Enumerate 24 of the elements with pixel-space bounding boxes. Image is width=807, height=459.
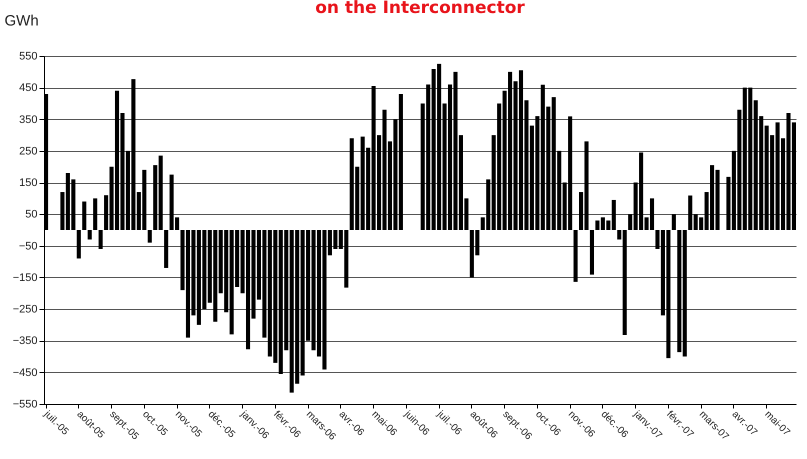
y-axis-title: GWh bbox=[4, 12, 39, 30]
bar bbox=[672, 214, 676, 230]
y-tick-label: 450 bbox=[19, 82, 38, 94]
chart-title: on the Interconnector bbox=[315, 0, 526, 18]
y-tick-label: −250 bbox=[12, 304, 38, 316]
y-tick-label: 250 bbox=[19, 145, 38, 158]
y-tick-label: 350 bbox=[19, 114, 38, 126]
y-tick-label: −450 bbox=[12, 366, 38, 379]
bar bbox=[590, 230, 594, 275]
y-tick-label: −350 bbox=[12, 335, 38, 348]
bar bbox=[93, 198, 98, 230]
y-tick-label: 150 bbox=[19, 177, 38, 190]
bar bbox=[82, 202, 86, 230]
bar bbox=[88, 230, 92, 240]
y-tick-label: −50 bbox=[18, 240, 38, 252]
bar bbox=[574, 230, 578, 282]
bar bbox=[76, 230, 81, 258]
bar bbox=[164, 230, 168, 268]
bar bbox=[148, 230, 152, 243]
y-tick-label: −550 bbox=[12, 398, 38, 410]
y-tick-label: 550 bbox=[19, 50, 38, 62]
y-tick-label: −150 bbox=[12, 272, 38, 284]
bar bbox=[98, 230, 103, 249]
y-tick-label: 50 bbox=[25, 208, 38, 221]
